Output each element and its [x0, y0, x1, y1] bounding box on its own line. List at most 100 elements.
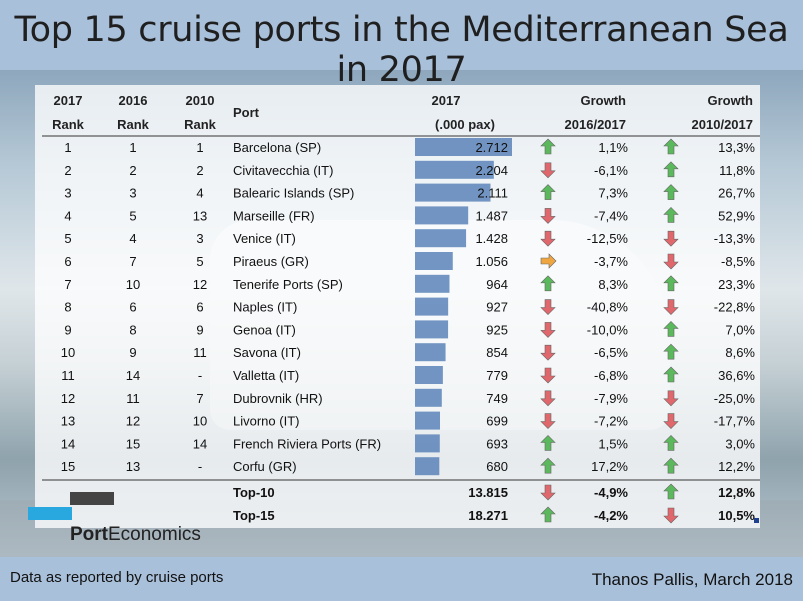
- rank-2016-cell: 13: [126, 459, 140, 474]
- rank-2016-cell: 12: [126, 414, 140, 429]
- rank-2016-cell: 15: [126, 436, 140, 451]
- rank-2010-cell: 9: [196, 322, 203, 337]
- growth-1617-arrow-icon: [540, 208, 556, 224]
- growth-1617-cell: -12,5%: [587, 231, 629, 246]
- total-label-cell: Top-10: [233, 485, 275, 500]
- rank-2016-cell: 10: [126, 277, 140, 292]
- pax-2017-cell: 854: [486, 345, 508, 360]
- rank-2017-cell: 11: [61, 368, 75, 383]
- port-name-cell: Marseille (FR): [233, 208, 315, 223]
- port-name-cell: Naples (IT): [233, 300, 297, 315]
- author-credit: Thanos Pallis, March 2018: [591, 570, 793, 589]
- growth-1617-arrow-icon: [540, 457, 556, 474]
- pax-2017-cell: 779: [486, 368, 508, 383]
- growth-1617-arrow-icon: [540, 390, 556, 407]
- rank-2017-cell: 4: [64, 208, 71, 223]
- growth-1017-arrow-icon: [663, 320, 679, 337]
- port-name-cell: Savona (IT): [233, 345, 301, 360]
- rank-2016-cell: 3: [129, 186, 136, 201]
- pax-2017-cell: 2.712: [475, 140, 508, 155]
- logo-dark-block: [70, 492, 114, 505]
- logo-blue-block: [28, 507, 72, 520]
- rank-2010-cell: 10: [193, 414, 207, 429]
- growth-1617-arrow-icon: [540, 184, 556, 200]
- growth-1017-cell: 11,8%: [719, 163, 755, 178]
- growth-1617-cell: -6,5%: [594, 345, 628, 360]
- growth-1017-cell: 52,9%: [718, 208, 755, 223]
- growth-1617-arrow-icon: [540, 434, 556, 451]
- port-name-cell: Piraeus (GR): [233, 254, 309, 269]
- growth-1017-cell: 3,0%: [725, 436, 755, 451]
- rank-2017-cell: 1: [64, 140, 71, 155]
- rank-2010-cell: 5: [196, 254, 203, 269]
- growth-1017-arrow-icon: [663, 184, 679, 200]
- port-name-cell: Corfu (GR): [233, 459, 297, 474]
- growth-1617-arrow-icon: [540, 322, 556, 338]
- port-name-cell: Genoa (IT): [233, 322, 296, 337]
- growth-1017-cell: 8,6%: [725, 345, 755, 360]
- growth-1617-cell: 7,3%: [598, 186, 628, 201]
- growth-1617-cell: -3,7%: [594, 254, 628, 269]
- growth-1017-arrow-icon: [663, 253, 679, 270]
- growth-1617-arrow-icon: [540, 275, 556, 292]
- rank-2016-cell: 6: [129, 300, 136, 315]
- total-growth-1617-arrow-icon: [540, 506, 556, 523]
- growth-1017-cell: 12,2%: [718, 459, 755, 474]
- header-port: Port: [233, 105, 260, 120]
- rank-2010-cell: 1: [196, 140, 203, 155]
- port-name-cell: Civitavecchia (IT): [233, 163, 333, 178]
- porteconomics-logo: PortEconomics: [70, 524, 201, 545]
- growth-1617-cell: -40,8%: [587, 300, 629, 315]
- pax-data-bar: [415, 411, 441, 430]
- rank-2010-cell: 11: [193, 345, 207, 360]
- growth-1017-cell: 23,3%: [718, 277, 755, 292]
- header-growth1617-line1: Growth: [581, 93, 627, 108]
- port-name-cell: Balearic Islands (SP): [233, 186, 354, 201]
- rank-2016-cell: 1: [129, 140, 136, 155]
- source-note: Data as reported by cruise ports: [10, 569, 224, 586]
- rank-2010-cell: 2: [196, 163, 203, 178]
- header-2017-rank-line1: 2017: [54, 93, 83, 108]
- growth-1617-cell: -7,2%: [594, 414, 628, 429]
- pax-data-bar: [415, 138, 512, 156]
- rank-2010-cell: 6: [196, 300, 203, 315]
- rank-2017-cell: 2: [64, 163, 71, 178]
- total-growth-1017-cell: 10,5%: [718, 508, 755, 523]
- rank-2016-cell: 5: [129, 208, 136, 223]
- header-pax-line1: 2017: [432, 93, 461, 108]
- header-2010-rank-line2: Rank: [184, 117, 217, 132]
- rank-2010-cell: 12: [193, 277, 207, 292]
- title-bar: [0, 0, 803, 70]
- growth-1017-arrow-icon: [663, 366, 679, 383]
- pax-data-bar: [415, 274, 450, 293]
- total-pax-cell: 18.271: [468, 508, 508, 523]
- port-name-cell: Valletta (IT): [233, 368, 299, 383]
- growth-1017-arrow-icon: [663, 230, 679, 247]
- rank-2017-cell: 12: [61, 391, 75, 406]
- pax-data-bar: [415, 388, 442, 407]
- port-name-cell: Livorno (IT): [233, 414, 299, 429]
- pax-data-bar: [415, 457, 440, 476]
- port-name-cell: Barcelona (SP): [233, 140, 321, 155]
- rank-2016-cell: 8: [129, 322, 136, 337]
- pax-data-bar: [415, 320, 449, 339]
- header-growth1617-line2: 2016/2017: [565, 117, 626, 132]
- pax-data-bar: [415, 297, 449, 316]
- rank-2017-cell: 6: [64, 254, 71, 269]
- rank-2010-cell: 7: [196, 391, 203, 406]
- growth-1617-arrow-icon: [540, 413, 556, 430]
- growth-1017-arrow-icon: [663, 206, 679, 223]
- growth-1617-cell: 8,3%: [598, 277, 628, 292]
- pax-2017-cell: 2.111: [477, 186, 508, 201]
- growth-1617-arrow-icon: [540, 253, 557, 269]
- growth-1617-arrow-icon: [540, 162, 556, 179]
- growth-1017-arrow-icon: [663, 138, 679, 155]
- growth-1617-arrow-icon: [540, 367, 556, 384]
- port-name-cell: Dubrovnik (HR): [233, 391, 323, 406]
- rank-2016-cell: 2: [129, 163, 136, 178]
- header-2016-rank-line1: 2016: [119, 93, 148, 108]
- rank-2016-cell: 7: [129, 254, 136, 269]
- rank-2010-cell: 3: [196, 231, 203, 246]
- rank-2016-cell: 14: [126, 368, 140, 383]
- rank-2017-cell: 5: [64, 231, 71, 246]
